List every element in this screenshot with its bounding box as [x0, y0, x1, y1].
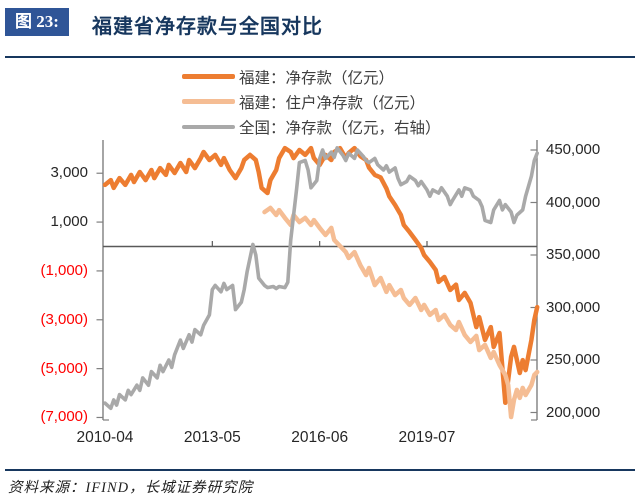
legend-line-swatch-gray	[182, 124, 235, 129]
source-note: 资料来源：IFIND，长城证券研究院	[8, 480, 254, 496]
figure-title: 福建省净存款与全国对比	[92, 16, 323, 38]
header-divider	[5, 56, 635, 58]
series-line-national	[103, 146, 540, 411]
legend-item-fujian-net: 福建：净存款（亿元）	[182, 68, 441, 87]
series-line-fujian-net	[102, 145, 540, 406]
legend-label: 全国：净存款（亿元，右轴）	[239, 119, 441, 137]
legend-line-swatch-peach	[182, 99, 235, 104]
figure-number-badge: 图 23:	[5, 8, 69, 36]
legend-item-fujian-household: 福建：住户净存款（亿元）	[182, 93, 441, 112]
legend-label: 福建：净存款（亿元）	[239, 69, 395, 87]
legend-item-national: 全国：净存款（亿元，右轴）	[182, 118, 441, 137]
legend-label: 福建：住户净存款（亿元）	[239, 94, 426, 112]
series-line-fujian-household	[262, 205, 540, 420]
legend-line-swatch-orange	[182, 74, 235, 79]
footer-divider	[5, 469, 635, 471]
chart-legend: 福建：净存款（亿元） 福建：住户净存款（亿元） 全国：净存款（亿元，右轴）	[182, 68, 441, 137]
